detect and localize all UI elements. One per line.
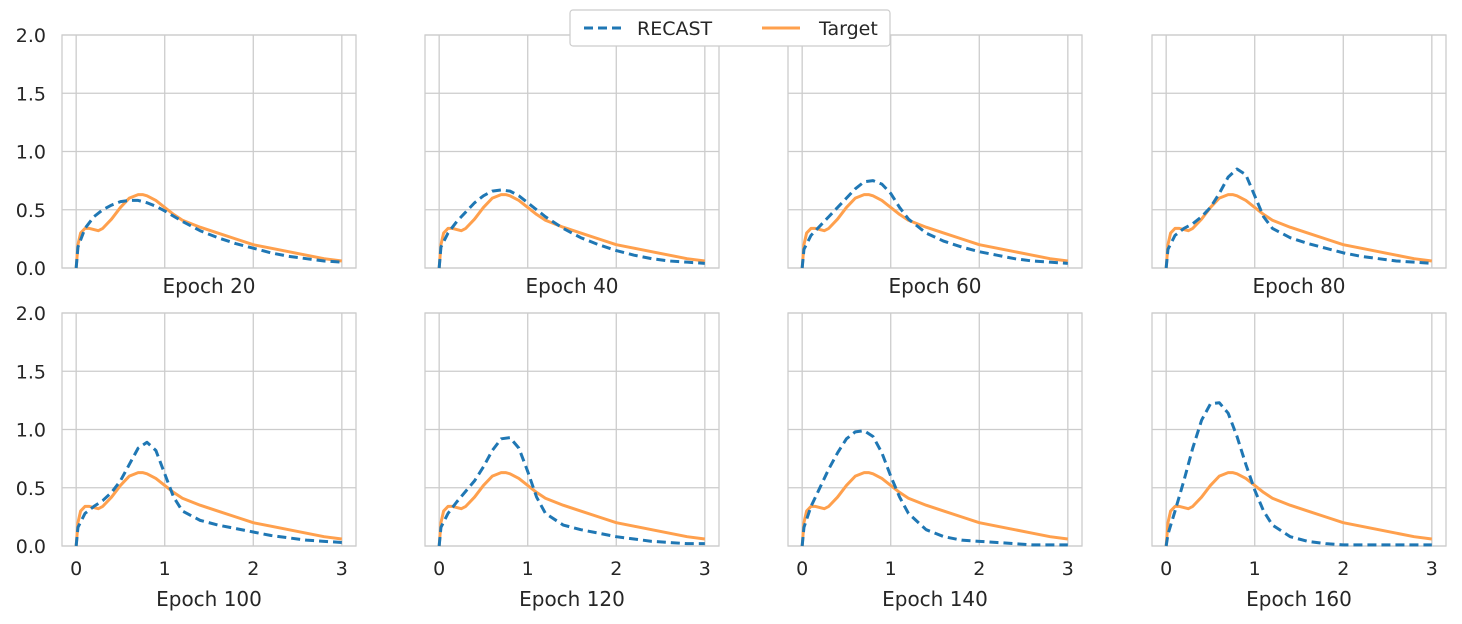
y-tick-label: 0.0 bbox=[16, 258, 46, 280]
axes-frame bbox=[1151, 34, 1447, 269]
y-tick-label: 1.0 bbox=[16, 142, 46, 164]
legend: RECAST Target bbox=[569, 9, 891, 47]
panel-title: Epoch 60 bbox=[888, 274, 981, 298]
series-line-target bbox=[437, 471, 706, 547]
x-tick-label: 0 bbox=[433, 558, 445, 580]
panel-title: Epoch 40 bbox=[525, 274, 618, 298]
series-line-recast bbox=[74, 440, 342, 547]
series-line-target bbox=[1164, 193, 1433, 269]
panel-title: Epoch 100 bbox=[156, 587, 262, 611]
series-line-recast bbox=[74, 198, 342, 269]
series-line-recast bbox=[800, 429, 1068, 547]
series-line-recast bbox=[1164, 401, 1432, 547]
legend-label-recast: RECAST bbox=[637, 18, 713, 40]
panel-2: Epoch 40 bbox=[424, 34, 720, 298]
y-tick-label: 2.0 bbox=[16, 25, 46, 47]
x-tick-label: 2 bbox=[973, 558, 985, 580]
legend-label-target: Target bbox=[818, 18, 878, 40]
y-tick-label: 1.0 bbox=[16, 420, 46, 442]
x-tick-label: 2 bbox=[610, 558, 622, 580]
panels: 0.0 0.5 1.0 1.5 2.0 Epoch 20 Epoch 40 Epoch 60 E… bbox=[16, 25, 1447, 611]
series-line-target bbox=[437, 193, 706, 269]
x-tick-label: 0 bbox=[70, 558, 82, 580]
series-line-target bbox=[74, 193, 343, 269]
y-tick-label: 0.0 bbox=[16, 536, 46, 558]
x-tick-label: 0 bbox=[796, 558, 808, 580]
series-line-recast bbox=[437, 188, 705, 269]
panel-title: Epoch 140 bbox=[882, 587, 988, 611]
series-line-recast bbox=[800, 179, 1068, 269]
axes-frame bbox=[1151, 312, 1447, 547]
x-tick-label: 1 bbox=[522, 558, 534, 580]
series-line-recast bbox=[437, 436, 705, 547]
panel-title: Epoch 80 bbox=[1252, 274, 1345, 298]
axes-frame bbox=[787, 34, 1083, 269]
axes-frame bbox=[61, 312, 357, 547]
panel-5: 0.0 0.5 1.0 1.5 2.0 0 1 2 3 Epoch 100 bbox=[16, 303, 357, 611]
y-tick-label: 1.5 bbox=[16, 361, 46, 383]
x-tick-label: 1 bbox=[1249, 558, 1261, 580]
panel-4: Epoch 80 bbox=[1151, 34, 1447, 298]
panel-title: Epoch 20 bbox=[162, 274, 255, 298]
series-line-recast bbox=[1164, 167, 1432, 269]
y-tick-label: 1.5 bbox=[16, 83, 46, 105]
series-line-target bbox=[74, 471, 343, 547]
x-tick-label: 1 bbox=[159, 558, 171, 580]
panel-title: Epoch 120 bbox=[519, 587, 625, 611]
axes-frame bbox=[787, 312, 1083, 547]
panel-8: 0 1 2 3 Epoch 160 bbox=[1151, 312, 1447, 611]
y-tick-label: 2.0 bbox=[16, 303, 46, 325]
x-tick-label: 0 bbox=[1160, 558, 1172, 580]
panel-1: 0.0 0.5 1.0 1.5 2.0 Epoch 20 bbox=[16, 25, 357, 298]
x-tick-label: 3 bbox=[1426, 558, 1438, 580]
axes-frame bbox=[424, 312, 720, 547]
series-line-target bbox=[800, 193, 1069, 269]
x-tick-label: 2 bbox=[247, 558, 259, 580]
series-line-target bbox=[1164, 471, 1433, 547]
x-tick-label: 1 bbox=[885, 558, 897, 580]
x-tick-label: 3 bbox=[699, 558, 711, 580]
panel-3: Epoch 60 bbox=[787, 34, 1083, 298]
panel-7: 0 1 2 3 Epoch 140 bbox=[787, 312, 1083, 611]
panel-6: 0 1 2 3 Epoch 120 bbox=[424, 312, 720, 611]
axes-frame bbox=[61, 34, 357, 269]
x-tick-label: 3 bbox=[336, 558, 348, 580]
x-tick-label: 3 bbox=[1062, 558, 1074, 580]
y-tick-label: 0.5 bbox=[16, 200, 46, 222]
panel-title: Epoch 160 bbox=[1246, 587, 1352, 611]
y-tick-label: 0.5 bbox=[16, 478, 46, 500]
legend-frame bbox=[569, 9, 891, 47]
series-line-target bbox=[800, 471, 1069, 547]
x-tick-label: 2 bbox=[1337, 558, 1349, 580]
